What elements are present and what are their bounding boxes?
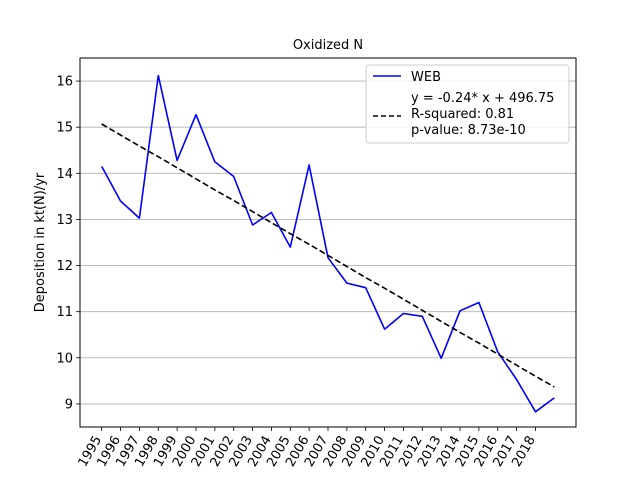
y-tick-label-16: 16 (56, 75, 73, 90)
y-tick-label-15: 15 (56, 121, 73, 136)
x-axis: 1995199619971998199920002001200220032004… (76, 427, 539, 470)
y-tick-label-14: 14 (56, 167, 73, 182)
legend: WEB y = -0.24* x + 496.75 R-squared: 0.8… (365, 64, 570, 144)
trend-series-line (101, 123, 555, 388)
chart-title: Oxidized N (293, 38, 363, 53)
y-tick-label-11: 11 (56, 305, 73, 320)
y-axis-label: Deposition in kt(N)/yr (33, 172, 48, 312)
y-axis: 9 10 11 12 13 14 15 16 (56, 75, 80, 412)
y-tick-label-13: 13 (56, 213, 73, 228)
web-series-line (100, 74, 555, 413)
series-layer (100, 74, 555, 413)
y-tick-label-9: 9 (65, 397, 73, 412)
legend-frame (365, 64, 570, 144)
legend-trend-equation: y = -0.24* x + 496.75 (411, 91, 554, 106)
legend-trend-rsquared: R-squared: 0.81 (411, 107, 514, 122)
legend-web-label: WEB (411, 70, 441, 85)
y-tick-label-10: 10 (56, 351, 73, 366)
y-tick-label-12: 12 (56, 259, 73, 274)
legend-trend-pvalue: p-value: 8.73e-10 (411, 123, 526, 138)
